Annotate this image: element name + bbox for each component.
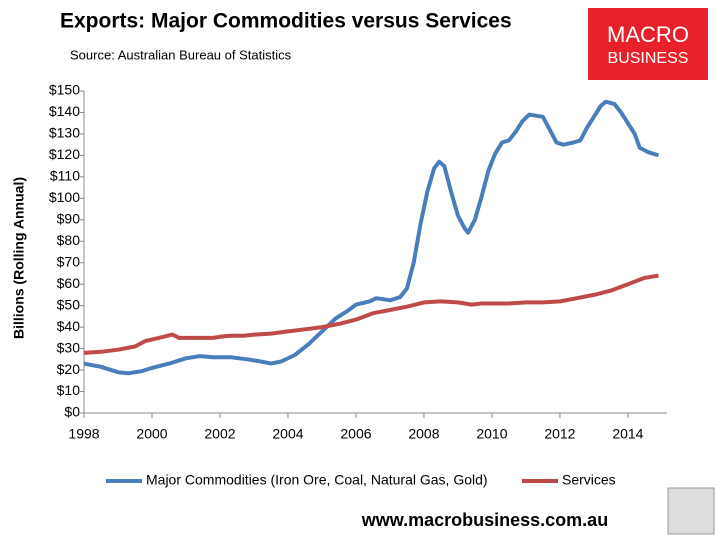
- x-tick-label: 2008: [408, 426, 439, 442]
- logo-text: MACRO: [607, 22, 689, 47]
- x-tick-label: 2002: [204, 426, 235, 442]
- y-tick-label: $60: [57, 275, 81, 291]
- y-tick-label: $10: [57, 382, 81, 398]
- logo-box: [588, 8, 708, 80]
- wolf-logo: [667, 487, 715, 535]
- x-tick-label: 2000: [136, 426, 167, 442]
- chart-subtitle: Source: Australian Bureau of Statistics: [70, 47, 292, 62]
- y-tick-label: $90: [57, 211, 81, 227]
- logo-text: BUSINESS: [608, 50, 689, 67]
- x-tick-label: 2012: [544, 426, 575, 442]
- y-tick-label: $120: [49, 146, 80, 162]
- legend-label: Major Commodities (Iron Ore, Coal, Natur…: [146, 472, 488, 488]
- y-tick-label: $140: [49, 103, 80, 119]
- y-tick-label: $30: [57, 339, 81, 355]
- x-tick-label: 2004: [272, 426, 303, 442]
- y-tick-label: $150: [49, 82, 80, 98]
- y-tick-label: $20: [57, 361, 81, 377]
- y-tick-label: $100: [49, 189, 80, 205]
- y-tick-label: $110: [50, 168, 80, 184]
- y-axis-label: Billions (Rolling Annual): [11, 177, 27, 339]
- y-tick-label: $40: [57, 318, 81, 334]
- x-tick-label: 1998: [68, 426, 99, 442]
- x-tick-label: 2014: [612, 426, 643, 442]
- x-tick-label: 2010: [476, 426, 507, 442]
- y-tick-label: $80: [57, 232, 81, 248]
- website: www.macrobusiness.com.au: [361, 510, 608, 530]
- y-tick-label: $130: [49, 125, 80, 141]
- y-tick-label: $70: [57, 253, 81, 269]
- series-line: [83, 99, 660, 376]
- chart-title: Exports: Major Commodities versus Servic…: [60, 10, 512, 33]
- y-tick-label: $50: [57, 296, 81, 312]
- legend-label: Services: [562, 472, 616, 488]
- series-line: [83, 273, 659, 355]
- x-tick-label: 2006: [340, 426, 371, 442]
- y-tick-label: $0: [64, 404, 80, 420]
